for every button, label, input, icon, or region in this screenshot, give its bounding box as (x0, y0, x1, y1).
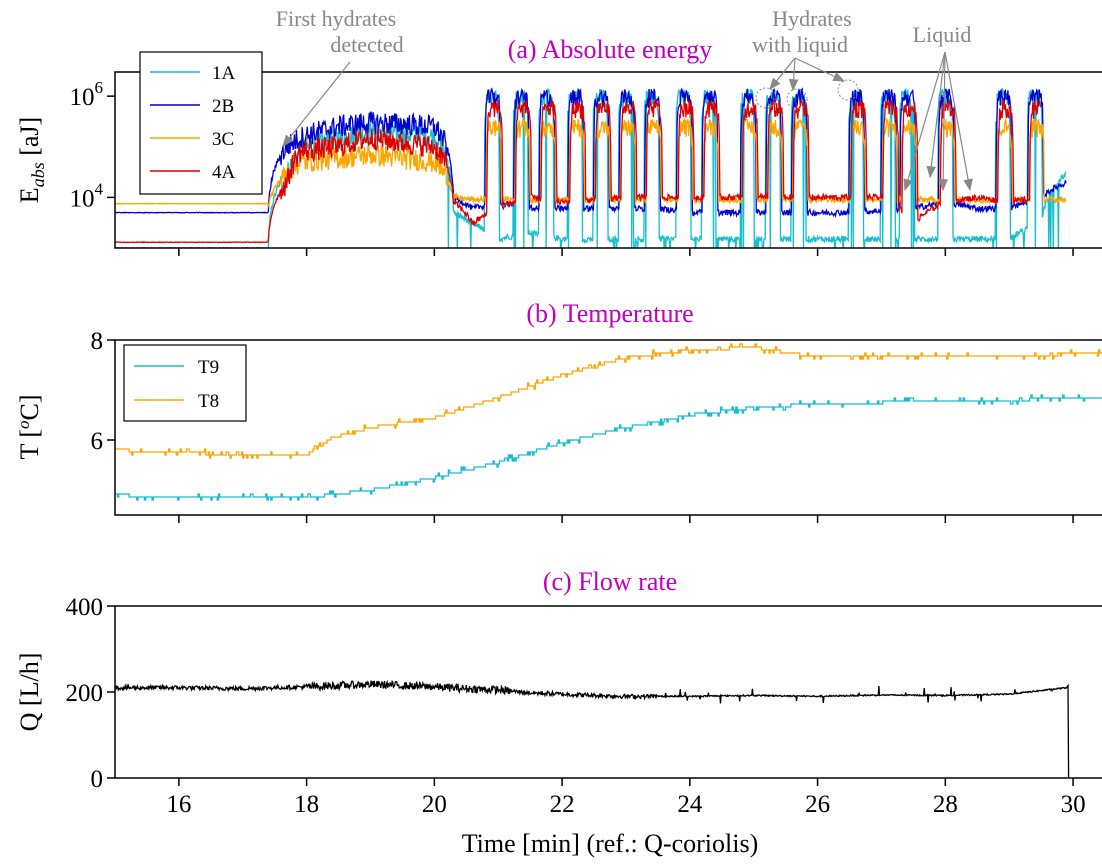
panel-b-title: (b) Temperature (526, 299, 693, 328)
panel-a-ylabel: Eabs [aJ] (15, 117, 48, 203)
y-tick-label: 104 (70, 179, 104, 212)
panel-b-frame (114, 339, 1102, 516)
panel-b-legend: T9 T8 (123, 344, 247, 422)
panel-b-lines (115, 343, 1102, 501)
annotation-circle (755, 87, 777, 109)
x-tick-label: 24 (677, 791, 703, 818)
panel-a-lines (115, 87, 1067, 248)
y-tick-label: 400 (66, 594, 104, 621)
legend-label-2B: 2B (212, 96, 234, 117)
x-tick-label: 28 (933, 791, 958, 818)
series-line-4A (115, 98, 1042, 244)
annotation-arrow (788, 57, 799, 92)
panel-a-legend: 1A 2B 3C 4A (139, 51, 263, 195)
annotation-arrow (903, 51, 946, 192)
legend-label-1A: 1A (212, 63, 236, 84)
y-tick-label: 6 (91, 428, 104, 455)
annotation-arrow (926, 51, 946, 179)
legend-label-T9: T9 (198, 357, 219, 378)
annotation-liquid: Liquid (913, 22, 972, 47)
annotation-first-hydrates: detected (330, 32, 403, 57)
panel-a-frame (114, 71, 1102, 249)
x-tick-label: 22 (550, 791, 575, 818)
annotation-hydrates-liquid: with liquid (752, 32, 848, 57)
annotation-arrow (282, 61, 351, 147)
series-line-2B (115, 87, 1067, 219)
series-line-T8 (115, 343, 1102, 459)
x-ticks: 16 18 20 22 24 26 28 30 (166, 248, 1086, 818)
panel-c-title: (c) Flow rate (543, 567, 677, 596)
y-tick-label: 8 (91, 328, 104, 355)
panel-c-ylabel: Q [L/h] (15, 653, 44, 732)
legend-label-4A: 4A (212, 162, 236, 183)
y-tick-label: 0 (91, 766, 104, 793)
series-line-T9 (115, 394, 1102, 501)
annotation-circle (837, 79, 859, 101)
annotation-arrow (794, 57, 846, 82)
x-axis-label: Time [min] (ref.: Q-coriolis) (462, 829, 759, 858)
legend-label-3C: 3C (212, 129, 234, 150)
annotation-hydrates-liquid: Hydrates (772, 6, 851, 31)
legend-box (139, 51, 263, 195)
y-tick-label: 200 (66, 680, 104, 707)
x-tick-label: 16 (166, 791, 191, 818)
series-line-flow (115, 679, 1070, 778)
panel-a: (a) Absolute energy 104 106 Eabs [aJ] 1A 2… (15, 6, 1102, 249)
panel-c: (c) Flow rate 0 200 400 Q [L/h] (15, 567, 1102, 793)
annotation-arrow (944, 51, 973, 192)
x-tick-label: 20 (422, 791, 447, 818)
annotation-arrow (769, 57, 796, 90)
annotation-circle (786, 88, 808, 110)
x-tick-label: 30 (1061, 791, 1086, 818)
y-tick-label: 106 (70, 78, 104, 111)
series-line-1A (115, 87, 1067, 248)
annotation-arrow (938, 51, 948, 192)
legend-label-T8: T8 (198, 391, 219, 412)
x-tick-label: 26 (805, 791, 830, 818)
panel-c-lines (115, 679, 1070, 778)
legend-box (123, 344, 247, 422)
panel-a-yticks: 104 106 (70, 78, 115, 212)
annotation-first-hydrates: First hydrates (276, 6, 396, 31)
panel-a-title: (a) Absolute energy (508, 35, 713, 64)
panel-b-yticks: 68 (91, 328, 115, 455)
x-tick-label: 18 (294, 791, 319, 818)
panel-c-yticks: 0 200 400 (66, 594, 115, 793)
panel-b-ylabel: T [oC] (14, 394, 44, 459)
